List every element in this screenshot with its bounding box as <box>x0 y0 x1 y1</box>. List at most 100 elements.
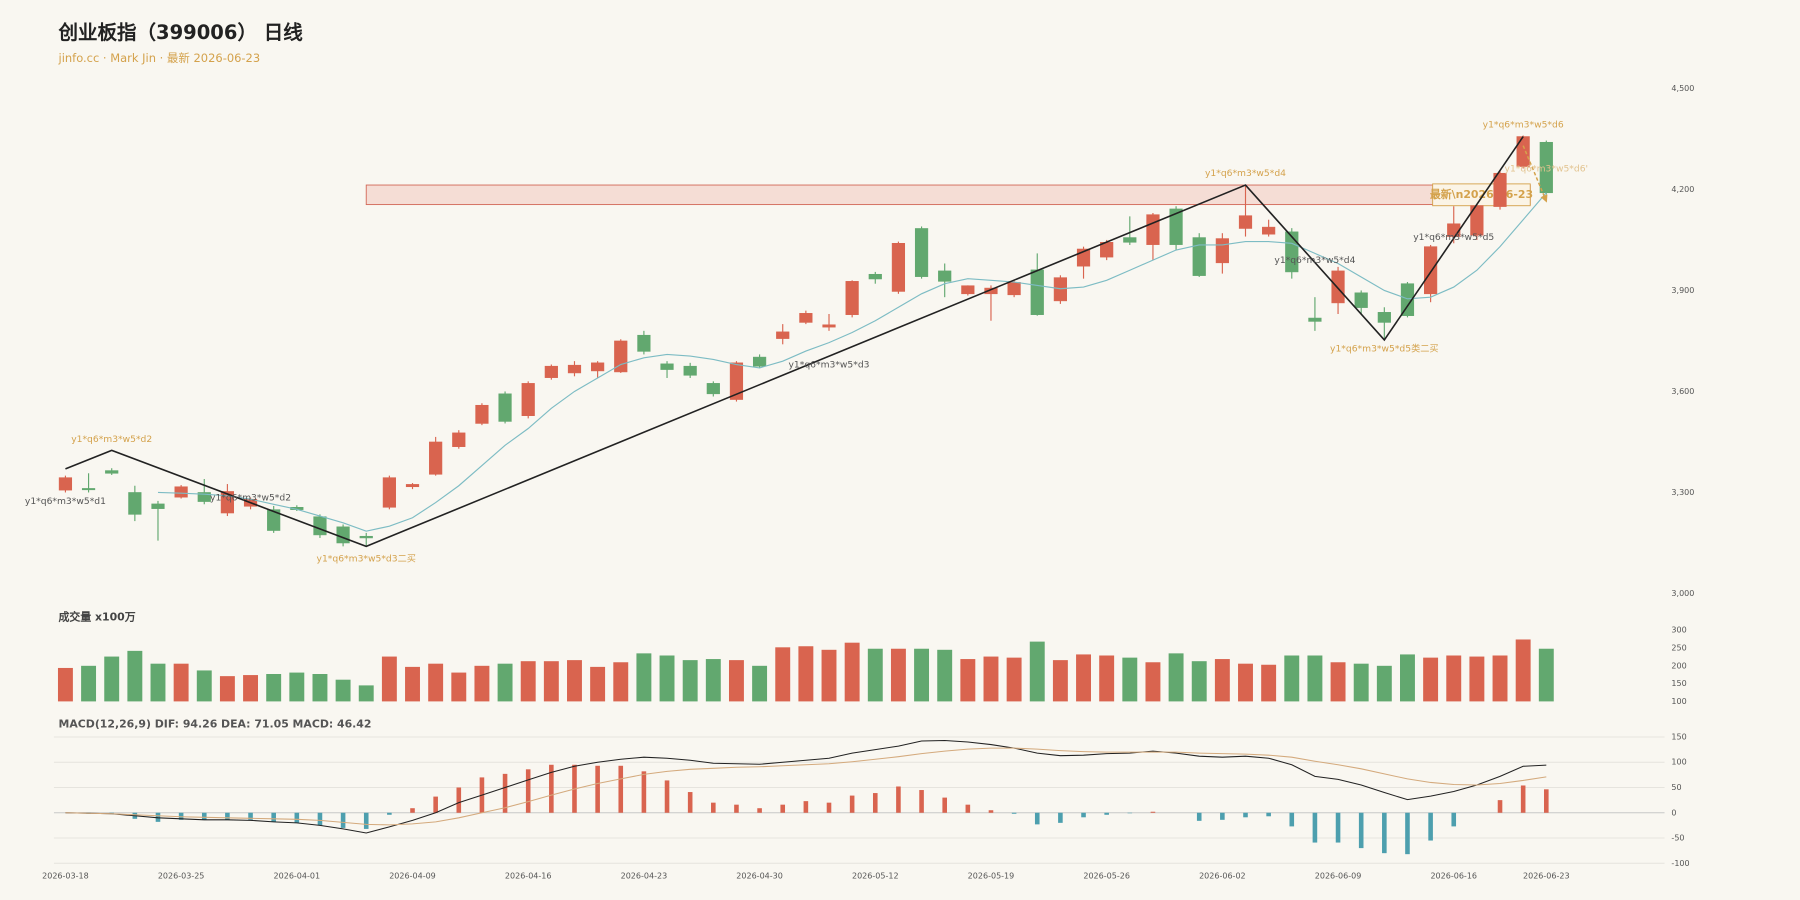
volume-bar <box>613 662 629 702</box>
candle-body <box>706 383 720 395</box>
y-tick-label: 100 <box>1671 758 1686 767</box>
macd-bar <box>248 812 253 820</box>
y-tick-label: 150 <box>1671 732 1686 741</box>
volume-bar <box>1538 648 1554 702</box>
zone-label: 最新\n2026-06-23 <box>1430 187 1533 201</box>
candle-body <box>197 492 211 502</box>
macd-bar <box>965 804 971 813</box>
macd-bar <box>734 804 739 813</box>
volume-bar <box>914 648 930 702</box>
y-tick-label: 200 <box>1671 661 1686 670</box>
macd-bar <box>595 765 600 813</box>
x-tick-label: 2026-04-09 <box>389 871 436 880</box>
macd-bar <box>109 812 115 814</box>
volume-bar <box>1515 639 1531 702</box>
candle-body <box>1030 269 1044 315</box>
candle-body <box>475 404 489 424</box>
volume-bar <box>1423 657 1439 702</box>
volume-bar <box>266 674 282 702</box>
macd-bar <box>1243 812 1248 818</box>
x-tick-label: 2026-04-23 <box>621 871 668 880</box>
annotation: y1*q6*m3*w5*d5 <box>1413 232 1494 243</box>
volume-bar <box>1284 655 1300 702</box>
macd-bar <box>711 802 716 813</box>
macd-bar <box>1011 812 1017 814</box>
volume-bar <box>1099 655 1115 702</box>
volume-bar <box>1168 653 1184 702</box>
candle-body <box>1354 292 1368 308</box>
candle-body <box>359 535 373 539</box>
volume-bar <box>57 667 73 702</box>
volume-bar <box>1307 655 1323 702</box>
candle-body <box>267 509 281 531</box>
y-tick-label: 4,500 <box>1671 84 1694 93</box>
macd-bar <box>410 808 415 813</box>
candle-body <box>128 492 142 515</box>
candle-body <box>105 470 119 474</box>
macd-bar <box>803 801 809 813</box>
macd-bar <box>1289 812 1295 827</box>
candle-body <box>498 393 512 422</box>
macd-bar <box>618 765 624 813</box>
macd-bar <box>525 769 531 813</box>
x-tick-label: 2026-04-01 <box>274 871 321 880</box>
macd-line <box>65 747 1547 826</box>
volume-bar <box>312 674 328 702</box>
macd-bar <box>201 812 207 820</box>
candle-body <box>1238 215 1253 229</box>
volume-bar <box>1400 654 1415 702</box>
candle-body <box>1516 136 1530 167</box>
y-tick-label: 3,000 <box>1671 589 1694 598</box>
y-tick-label: -100 <box>1671 859 1689 868</box>
candle-body <box>1215 238 1229 264</box>
macd-bar <box>1034 812 1040 825</box>
x-tick-label: 2026-06-16 <box>1430 871 1477 880</box>
candle-body <box>752 356 767 367</box>
candle-body <box>58 477 73 491</box>
macd-bar <box>988 810 994 813</box>
annotation: y1*q6*m3*w5*d3二买 <box>317 554 416 565</box>
volume-bar <box>1006 657 1022 702</box>
candle-body <box>822 324 836 328</box>
macd-bar <box>225 812 230 820</box>
volume-bar <box>1029 641 1045 702</box>
volume-bar <box>867 648 883 702</box>
candle-body <box>313 516 327 536</box>
volume-bar <box>358 685 374 702</box>
macd-bar <box>502 773 508 813</box>
x-tick-label: 2026-05-12 <box>852 871 899 880</box>
y-tick-label: 50 <box>1671 783 1681 792</box>
candle-body <box>961 285 975 295</box>
volume-bar <box>1446 655 1462 702</box>
candle-body <box>984 287 998 295</box>
candle-body <box>544 365 558 378</box>
y-tick-label: 0 <box>1671 808 1676 817</box>
candle-body <box>1331 270 1345 304</box>
y-tick-label: 100 <box>1671 697 1686 706</box>
annotation: y1*q6*m3*w5*d2 <box>71 434 152 445</box>
candle-body <box>1493 172 1507 207</box>
macd-bar <box>340 812 346 828</box>
volume-bar <box>983 656 999 702</box>
volume-bar <box>821 649 837 702</box>
candle-body <box>660 363 674 370</box>
zone <box>365 184 1531 206</box>
volume-bar <box>890 648 906 702</box>
candle-body <box>151 503 165 509</box>
volume-bar <box>150 663 166 702</box>
y-tick-label: 4,200 <box>1671 185 1694 194</box>
candle-body <box>336 526 350 544</box>
volume-bar <box>335 679 351 702</box>
macd-bar <box>849 795 855 813</box>
volume-bar <box>104 656 120 702</box>
macd-bar <box>1428 812 1433 841</box>
volume-bar <box>590 666 606 702</box>
volume-bar <box>243 675 259 702</box>
volume-bar <box>1214 659 1230 702</box>
macd-title: MACD(12,26,9) DIF: 94.26 DEA: 71.05 MACD… <box>59 717 372 730</box>
candle-body <box>1123 237 1137 243</box>
candle-body <box>914 228 929 277</box>
volume-bar <box>752 665 768 702</box>
candle-body <box>1169 208 1183 245</box>
